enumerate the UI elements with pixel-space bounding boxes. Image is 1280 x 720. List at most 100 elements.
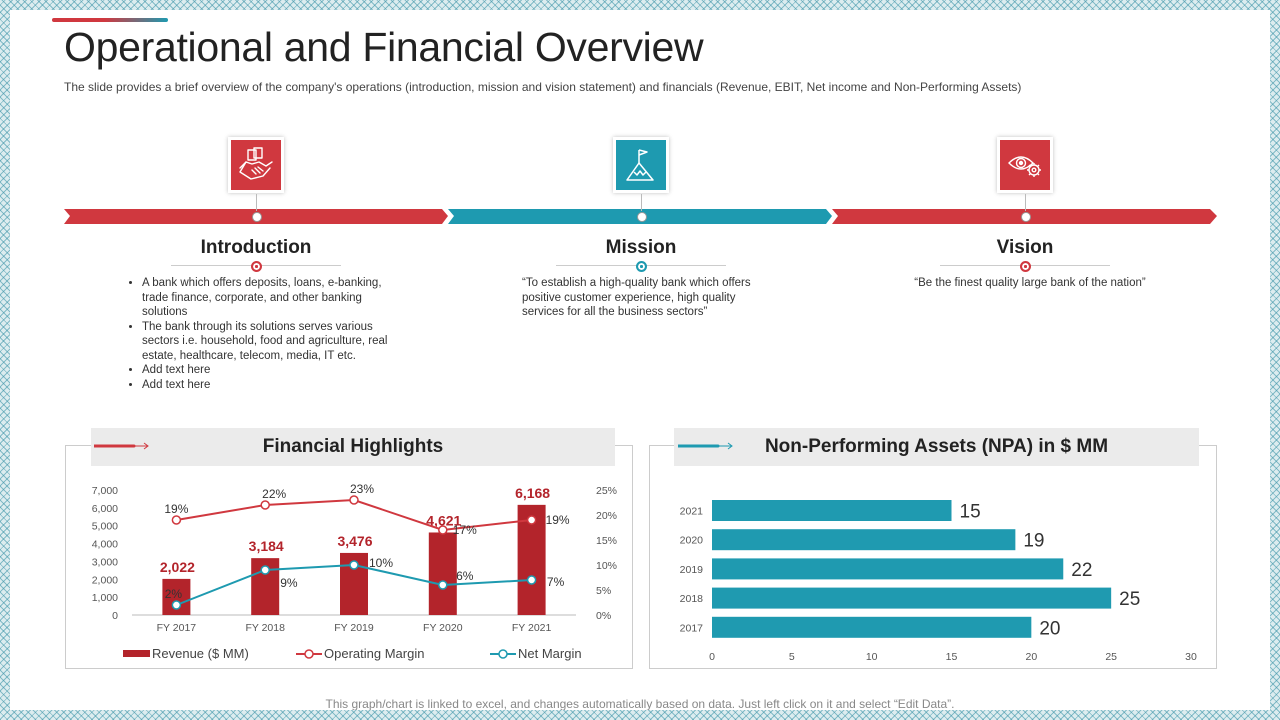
financial-highlights-title: Financial Highlights [91,428,615,466]
net-margin-data-label: 2% [165,587,183,601]
introduction-bullet: A bank which offers deposits, loans, e-b… [142,276,404,320]
y-axis-tick-label: 1,000 [92,592,118,604]
npa-bar [712,558,1064,580]
y2-axis-tick-label: 0% [596,610,611,622]
financial-highlights-chart: 7,000 6,000 5,000 4,000 3,000 2,000 1,000 0 25% 2… [92,482,617,661]
y2-axis-tick-label: 25% [596,485,617,497]
y-axis-tick-label: 2019 [680,564,704,576]
revenue-data-label: 3,184 [249,538,284,554]
introduction-divider-dot [251,261,262,272]
y-axis-tick-label: 2018 [680,593,704,605]
npa-data-label: 19 [1023,531,1044,552]
x-axis-tick-label: 10 [866,651,878,663]
operating-margin-point [526,515,537,525]
vision-text: “Be the finest quality large bank of the… [914,277,1146,289]
net-margin-point [349,560,359,570]
operating-margin-point [349,495,359,505]
introduction-heading: Introduction [200,237,312,258]
connector-introduction [256,194,257,211]
eye-gear-icon [1008,156,1041,177]
ribbon-dot-vision [1021,212,1031,222]
npa-bar [712,500,952,521]
net-margin-data-label: 7% [547,575,565,589]
mission-divider-dot [636,261,647,272]
npa-data-label: 15 [960,502,981,523]
net-margin-data-label: 10% [369,556,393,570]
handshake-icon [239,147,273,180]
connector-vision [1025,194,1026,211]
introduction-icon-box [228,137,284,193]
y2-axis-tick-label: 5% [596,585,611,597]
introduction-bullets: A bank which offers deposits, loans, e-b… [128,276,404,392]
revenue-bar [428,532,457,615]
y-axis-tick-label: 2,000 [92,574,118,586]
revenue-data-label: 3,476 [337,533,372,549]
revenue-data-label: 2,022 [160,559,195,575]
legend-revenue-swatch [123,650,150,657]
mission-icon-box [613,137,669,193]
net-margin-point [438,580,448,590]
net-margin-point [526,575,537,585]
npa-title: Non-Performing Assets (NPA) in $ MM [674,428,1199,466]
x-axis-tick-label: FY 2017 [157,622,197,634]
mission-text: “To establish a high-quality bank which … [522,277,751,318]
y2-axis-tick-label: 10% [596,560,617,572]
vision-divider-dot [1020,261,1031,272]
net-margin-data-label: 6% [456,569,474,583]
introduction-bullet: Add text here [142,363,404,378]
x-axis-tick-label: 5 [789,651,795,663]
title-accent-bar [52,18,168,22]
x-axis-tick-label: 25 [1105,651,1117,663]
introduction-bullet: The bank through its solutions serves va… [142,320,404,364]
legend-operating-margin-label: Operating Margin [324,646,424,661]
net-margin-data-label: 9% [280,576,298,590]
ribbon-dot-mission [637,212,647,222]
x-axis-tick-label: FY 2018 [245,622,285,634]
legend-revenue-label: Revenue ($ MM) [152,646,249,661]
x-axis-tick-label: FY 2021 [512,622,552,634]
legend-operating-margin-marker [304,649,314,659]
operating-margin-point [260,500,270,510]
y-axis-tick-label: 5,000 [92,521,118,533]
revenue-data-label: 4,621 [426,512,461,528]
x-axis-tick-label: 30 [1185,651,1197,663]
y-axis-tick-label: 2020 [680,535,704,547]
page-subtitle: The slide provides a brief overview of t… [64,80,1022,94]
footer-note: This graph/chart is linked to excel, and… [325,697,955,710]
x-axis-tick-label: FY 2019 [334,622,374,634]
operating-margin-data-label: 22% [262,487,286,501]
npa-data-label: 25 [1119,589,1140,610]
x-axis-tick-label: 15 [946,651,958,663]
operating-margin-point [171,515,182,525]
y-axis-tick-label: 6,000 [92,503,118,515]
y2-axis-tick-label: 15% [596,535,617,547]
operating-margin-data-label: 19% [546,513,570,527]
y-axis-tick-label: 4,000 [92,539,118,551]
operating-margin-data-label: 17% [453,523,477,537]
net-margin-point [260,565,270,575]
x-axis-tick-label: 20 [1025,651,1037,663]
y-axis-tick-label: 0 [112,610,118,622]
financial-accent-arrow [94,442,149,450]
page-title: Operational and Financial Overview [64,24,704,70]
ribbon-dot-introduction [252,212,262,222]
mountain-flag-icon [626,149,654,181]
vision-icon-box [997,137,1053,193]
operating-margin-point [438,525,448,535]
npa-accent-arrow [678,442,733,450]
y-axis-tick-label: 3,000 [92,556,118,568]
y-axis-tick-label: 7,000 [92,485,118,497]
npa-data-label: 22 [1071,560,1092,581]
npa-bar [712,616,1032,638]
mission-heading: Mission [605,237,677,258]
y-axis-tick-label: 2021 [680,506,704,518]
legend-net-margin-label: Net Margin [518,646,582,661]
y-axis-tick-label: 2017 [680,622,704,634]
x-axis-tick-label: FY 2020 [423,622,463,634]
y2-axis-tick-label: 20% [596,510,617,522]
operating-margin-data-label: 19% [164,502,188,516]
vision-heading: Vision [996,237,1054,258]
npa-chart: 2021 15 2020 19 2019 22 2018 25 2017 20 0 5 10 15 20 25… [680,500,1197,663]
x-axis-tick-label: 0 [709,651,715,663]
net-margin-point [171,600,182,610]
